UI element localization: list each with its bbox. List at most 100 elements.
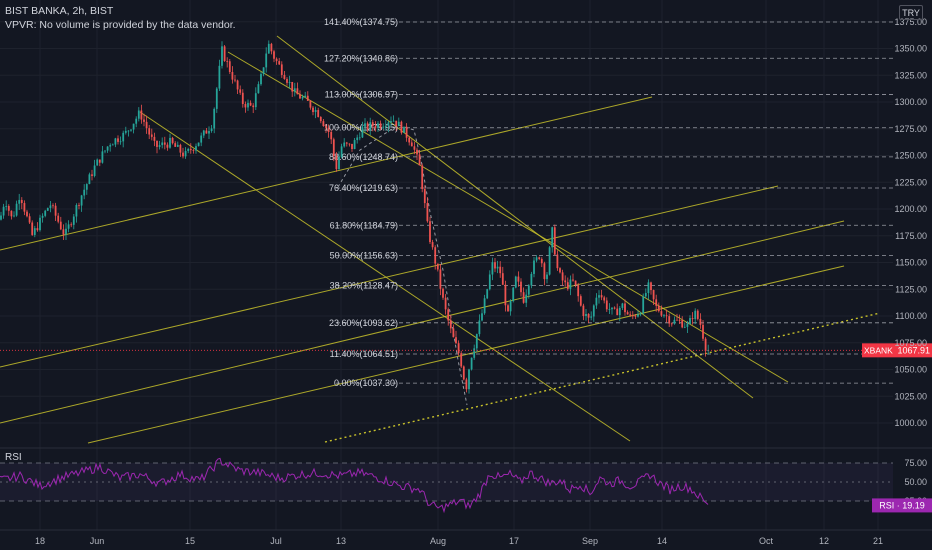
candle-body — [322, 121, 325, 127]
candle-body — [351, 143, 353, 150]
fib-level-label: 50.00%(1156.63) — [330, 250, 398, 260]
y-tick-label: 1150.00 — [895, 258, 927, 268]
candle-body — [408, 137, 411, 143]
fib-level-label: 38.20%(1128.47) — [330, 281, 398, 291]
candle-body — [231, 71, 234, 80]
candle-body — [499, 266, 502, 274]
candle-body — [228, 61, 231, 72]
candle-body — [595, 297, 598, 306]
candle-body — [267, 43, 270, 54]
candle-body — [439, 269, 442, 289]
candle-body — [564, 280, 567, 283]
candle-body — [192, 150, 195, 151]
candle-body — [668, 316, 671, 324]
candle-body — [15, 203, 18, 216]
candle-body — [91, 174, 93, 176]
x-tick-label: Jun — [90, 536, 105, 546]
candle-body — [574, 280, 577, 286]
candle-body — [67, 224, 70, 229]
candle-body — [353, 140, 356, 150]
y-tick-label: 1300.00 — [894, 97, 927, 107]
candle-body — [647, 282, 650, 294]
candle-body — [670, 323, 673, 325]
x-tick-label: 21 — [873, 536, 883, 546]
candle-body — [345, 142, 348, 144]
candle-body — [629, 314, 632, 316]
currency-selector[interactable]: TRY — [899, 5, 923, 20]
candle-body — [39, 217, 41, 231]
candle-body — [2, 206, 5, 216]
candle-body — [410, 142, 413, 147]
candle-body — [169, 137, 171, 148]
y-tick-label: 1200.00 — [894, 204, 927, 214]
candle-body — [275, 58, 278, 62]
candle-body — [278, 61, 281, 65]
x-tick-label: 14 — [657, 536, 667, 546]
candle-body — [197, 142, 200, 147]
candle-body — [101, 151, 104, 163]
candle-body — [96, 159, 99, 166]
candle-body — [187, 148, 190, 151]
candle-body — [587, 313, 590, 318]
fib-level-label: 0.00%(1037.30) — [334, 378, 398, 388]
candle-body — [234, 79, 236, 81]
candle-body — [72, 216, 75, 225]
candle-body — [486, 289, 489, 299]
trend-channel-line — [0, 96, 653, 251]
candle-body — [358, 137, 361, 139]
candle-body — [618, 307, 621, 316]
candle-body — [678, 319, 681, 321]
candle-body — [577, 285, 580, 297]
y-tick-label: 1075.00 — [894, 338, 927, 348]
candle-body — [280, 64, 283, 75]
candle-body — [143, 119, 145, 122]
candle-body — [600, 295, 603, 298]
fib-level-label: 127.20%(1340.86) — [324, 53, 398, 63]
candle-body — [215, 88, 218, 109]
candle-body — [244, 104, 247, 108]
candle-body — [117, 138, 119, 142]
candle-body — [369, 122, 372, 130]
candle-body — [538, 257, 541, 259]
price-badge-value: 1067.91 — [897, 345, 930, 355]
candle-body — [465, 379, 468, 390]
candle-body — [460, 353, 463, 367]
chart-title: BIST BANKA, 2h, BIST — [5, 5, 114, 17]
candle-body — [218, 65, 221, 89]
candle-body — [265, 53, 268, 68]
candle-body — [260, 74, 262, 85]
y-tick-label: 1275.00 — [894, 124, 927, 134]
rsi-value-badge — [872, 498, 932, 513]
fib-level-label: 88.60%(1248.74) — [329, 152, 398, 162]
candle-body — [637, 314, 639, 317]
candle-body — [676, 319, 678, 321]
candle-body — [148, 128, 151, 135]
trend-channel-line — [227, 51, 789, 383]
candle-body — [249, 102, 252, 106]
candle-body — [52, 205, 54, 207]
rsi-line — [0, 457, 709, 514]
candle-body — [613, 307, 616, 309]
candle-body — [135, 118, 138, 124]
candle-body — [631, 315, 634, 317]
candle-body — [397, 121, 400, 127]
candle-body — [525, 294, 528, 303]
candle-body — [366, 123, 369, 130]
candle-body — [80, 195, 83, 206]
candle-body — [665, 315, 668, 317]
candle-body — [236, 80, 239, 90]
candle-body — [696, 310, 699, 319]
candle-body — [475, 334, 478, 349]
candle-body — [483, 298, 486, 314]
candle-body — [314, 110, 317, 113]
candle-body — [306, 95, 309, 101]
candle-body — [83, 189, 86, 196]
candle-body — [447, 309, 450, 321]
trend-channel-line — [0, 185, 779, 368]
candle-body — [512, 287, 515, 302]
candle-body — [603, 297, 606, 301]
y-tick-label: 1350.00 — [894, 44, 927, 54]
candle-body — [62, 229, 65, 235]
